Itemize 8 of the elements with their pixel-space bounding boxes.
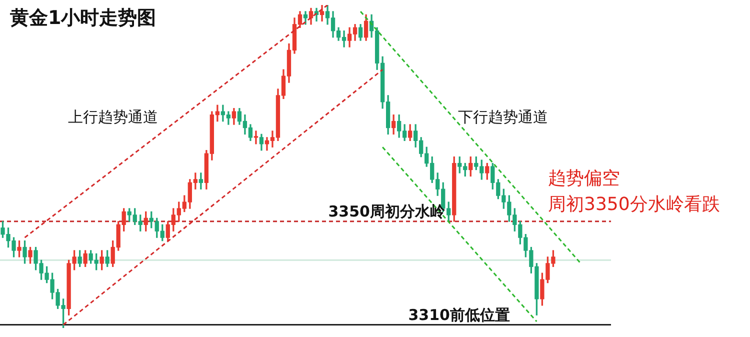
annotation: 下行趋势通道 [458, 108, 548, 126]
candlestick [254, 130, 258, 144]
annotation: 周初3350分水岭看跌 [548, 194, 720, 215]
chart-title: 黄金1小时走势图 [9, 7, 156, 29]
ref-line-label: 3310前低位置 [408, 306, 510, 324]
ref-line-label: 3350周初分水岭 [328, 202, 446, 220]
annotation: 趋势偏空 [548, 168, 620, 189]
annotation: 上行趋势通道 [68, 108, 158, 126]
